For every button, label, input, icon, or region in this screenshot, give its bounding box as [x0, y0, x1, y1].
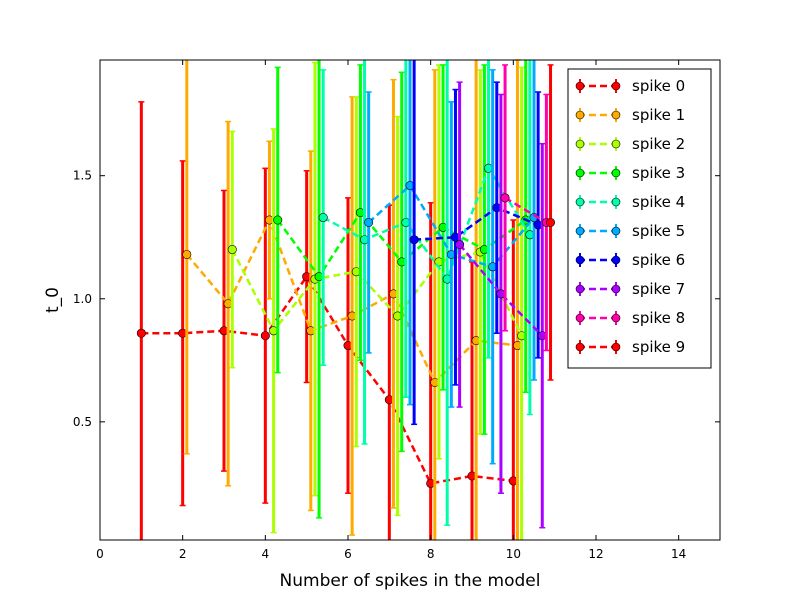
series-2 [227, 61, 527, 540]
legend-entry: spike 3 [575, 164, 685, 182]
y-tick-label: 0.5 [73, 415, 92, 429]
series-4 [318, 60, 535, 526]
x-tick-label: 4 [262, 547, 270, 561]
legend-label: spike 9 [632, 338, 685, 356]
series-line [141, 274, 514, 485]
x-tick-label: 12 [588, 547, 603, 561]
legend-entry: spike 9 [575, 338, 685, 356]
legend-marker [611, 313, 621, 323]
legend-marker [575, 284, 585, 294]
legend-marker [575, 110, 585, 120]
legend-marker [611, 110, 621, 120]
legend: spike 0 spike 1 spike 2 spike 3 spike 4 spike… [567, 68, 712, 369]
x-tick-label: 2 [179, 547, 187, 561]
legend-entry: spike 4 [575, 193, 685, 211]
legend-marker [575, 139, 585, 149]
legend-marker [575, 81, 585, 91]
legend-label: spike 6 [632, 251, 685, 269]
ticks-layer: 0 2 4 6 8 10 12 14 0.5 1.0 1.5 [73, 60, 720, 561]
legend-marker [611, 284, 621, 294]
series-line [231, 248, 523, 337]
data-point [546, 217, 556, 227]
data-point [455, 240, 465, 250]
series-line [458, 243, 544, 337]
legend-marker [611, 197, 621, 207]
series-line [322, 165, 531, 282]
legend-label: spike 4 [632, 193, 685, 211]
legend-marker [611, 139, 621, 149]
legend-entry: spike 6 [575, 251, 685, 269]
data-point [318, 213, 328, 223]
legend-entry: spike 7 [575, 280, 685, 298]
legend-marker [575, 226, 585, 236]
series-1 [182, 59, 522, 540]
series-0 [136, 101, 518, 540]
data-point [136, 328, 146, 338]
data-point [227, 245, 237, 255]
data-point [409, 235, 419, 245]
x-tick-label: 8 [427, 547, 435, 561]
x-tick-label: 14 [671, 547, 686, 561]
legend-entry: spike 5 [575, 222, 685, 240]
axes-frame [99, 59, 721, 541]
legend-label: spike 8 [632, 309, 685, 327]
legend-marker [575, 168, 585, 178]
x-tick-label: 6 [344, 547, 352, 561]
legend-label: spike 3 [632, 164, 685, 182]
legend-label: spike 7 [632, 280, 685, 298]
series-9 [546, 64, 556, 381]
legend-label: spike 2 [632, 135, 685, 153]
legend-entry: spike 2 [575, 135, 685, 153]
legend-marker [575, 342, 585, 352]
legend-entry: spike 1 [575, 106, 685, 124]
legend-label: spike 5 [632, 222, 685, 240]
series-line [504, 196, 548, 224]
legend-marker [611, 255, 621, 265]
data-point [273, 215, 283, 225]
legend-marker [575, 197, 585, 207]
y-tick-label: 1.5 [73, 169, 92, 183]
legend-label: spike 1 [632, 106, 685, 124]
data-point [500, 193, 510, 203]
series-layer [136, 59, 556, 540]
x-axis-label: Number of spikes in the model [280, 571, 541, 591]
legend-marker [611, 226, 621, 236]
data-point [182, 249, 192, 259]
x-tick-label: 10 [506, 547, 521, 561]
y-tick-label: 1.0 [73, 292, 92, 306]
legend-marker [611, 168, 621, 178]
legend-entry: spike 0 [575, 77, 685, 95]
legend-entry: spike 8 [575, 309, 685, 327]
series-3 [273, 60, 531, 519]
legend-label: spike 0 [632, 77, 685, 95]
series-7 [455, 81, 547, 529]
y-axis-label: t_0 [43, 287, 63, 313]
legend-marker [575, 255, 585, 265]
legend-marker [611, 342, 621, 352]
data-point [260, 331, 270, 341]
legend-marker [575, 313, 585, 323]
legend-marker [611, 81, 621, 91]
series-line [414, 206, 539, 241]
data-point [364, 217, 374, 227]
x-tick-label: 0 [96, 547, 104, 561]
